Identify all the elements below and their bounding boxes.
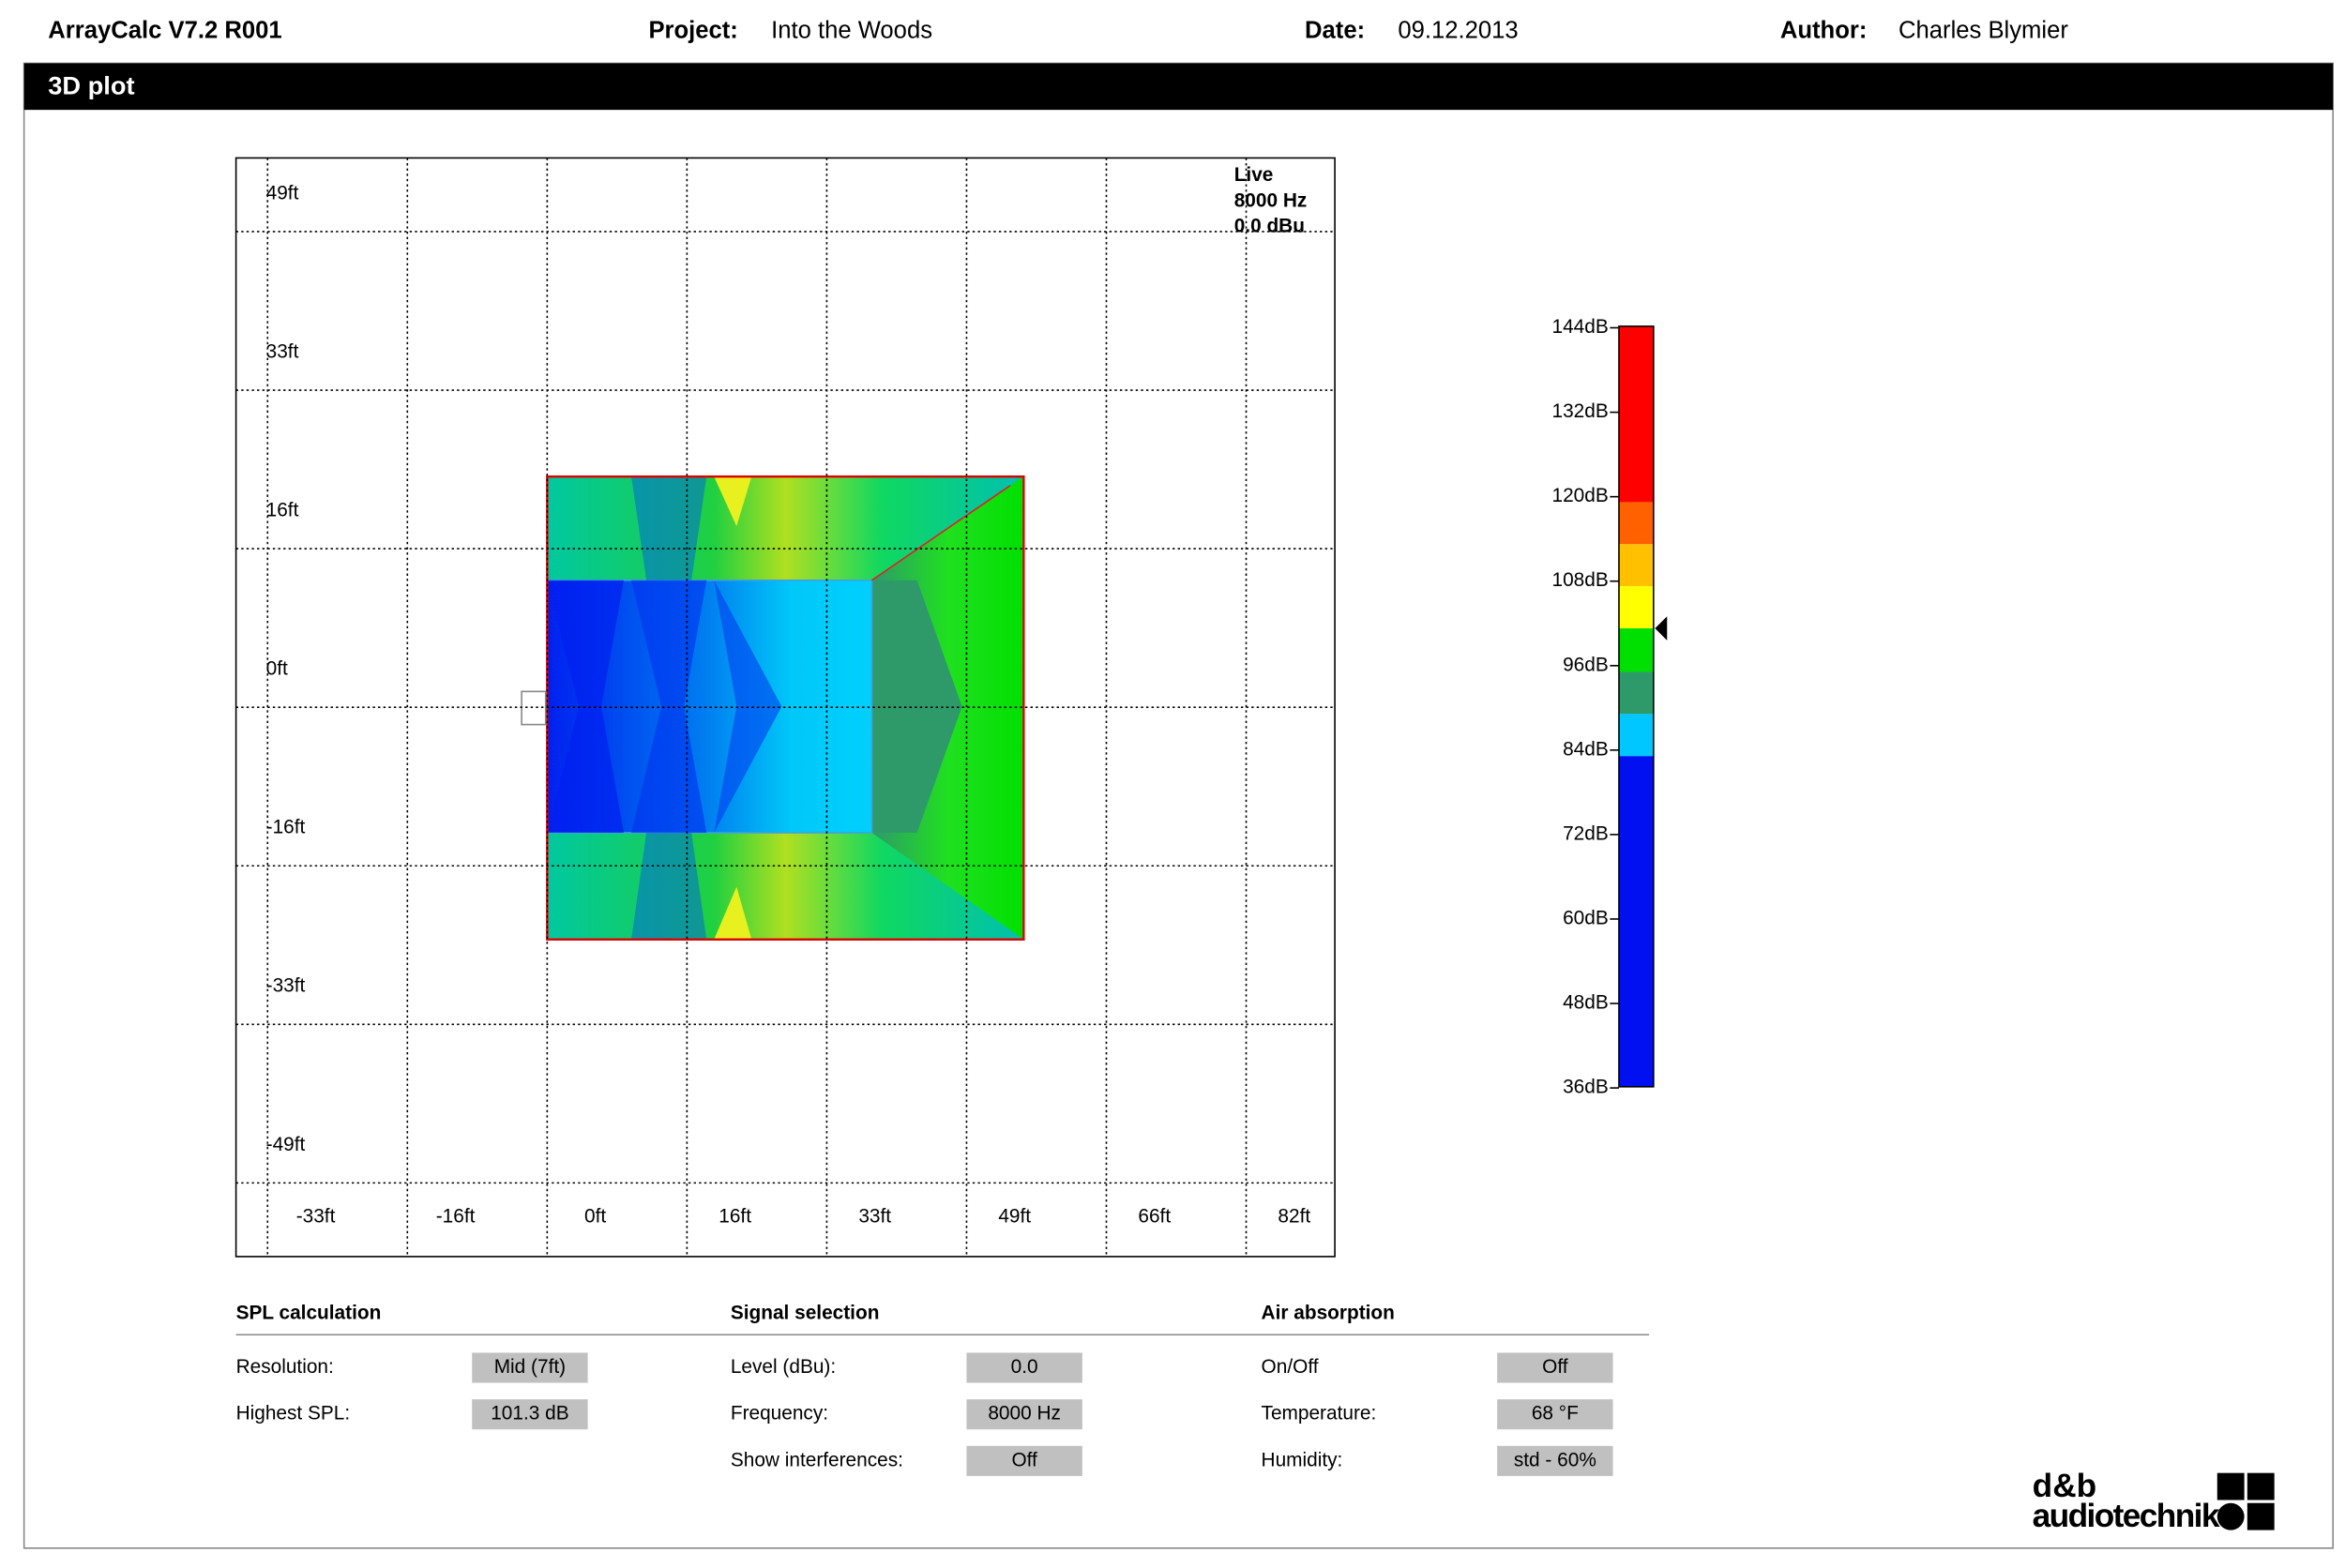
scale-label: 72dB [1563, 822, 1609, 844]
x-tick-label: -16ft [436, 1206, 476, 1228]
setting-label: On/Off [1262, 1356, 1319, 1378]
setting-value: 0.0 [1011, 1356, 1038, 1378]
y-tick-label: 16ft [266, 500, 299, 521]
setting-label: Show interferences: [731, 1449, 903, 1470]
x-tick-label: 33ft [858, 1206, 891, 1228]
plot-info: 8000 Hz [1234, 189, 1308, 211]
x-tick-label: 82ft [1278, 1206, 1310, 1228]
section-bar [23, 63, 2334, 111]
setting-box [966, 1399, 1082, 1430]
scale-label: 144dB [1552, 316, 1609, 338]
logo-text: audiotechnik [2033, 1498, 2220, 1534]
color-scale [1618, 325, 1668, 1088]
setting-box [966, 1352, 1082, 1383]
y-tick-label: 33ft [266, 340, 299, 362]
setting-value: std - 60% [1514, 1449, 1596, 1470]
setting-box [1497, 1445, 1613, 1476]
project-label: Project: [648, 18, 737, 44]
setting-box [472, 1352, 588, 1383]
scale-label: 132dB [1552, 400, 1609, 422]
scale-label: 96dB [1563, 654, 1609, 675]
x-tick-label: 0ft [584, 1206, 606, 1228]
author-label: Author: [1780, 18, 1868, 44]
setting-value: 68 °F [1532, 1403, 1579, 1425]
date: 09.12.2013 [1398, 18, 1518, 44]
y-tick-label: 49ft [266, 182, 299, 204]
setting-label: Humidity: [1262, 1449, 1343, 1470]
plot-info: Live [1234, 164, 1274, 186]
logo-text: d&b [2033, 1468, 2097, 1504]
setting-value: 101.3 dB [491, 1403, 568, 1425]
settings-title: Air absorption [1262, 1302, 1395, 1323]
setting-label: Level (dBu): [731, 1356, 836, 1378]
settings-title: Signal selection [731, 1302, 880, 1323]
y-tick-label: 0ft [266, 658, 288, 680]
setting-label: Frequency: [731, 1403, 828, 1425]
settings-title: SPL calculation [236, 1302, 382, 1323]
y-tick-label: -16ft [266, 817, 306, 838]
scale-label: 36dB [1563, 1077, 1609, 1098]
logo: d&b audiotechnik [2033, 1468, 2275, 1534]
setting-label: Highest SPL: [236, 1403, 351, 1425]
scale-label: 84dB [1563, 738, 1609, 760]
setting-label: Temperature: [1262, 1403, 1377, 1425]
x-tick-label: -33ft [296, 1206, 336, 1228]
setting-value: Off [1542, 1356, 1568, 1378]
scale-label: 60dB [1563, 907, 1609, 928]
author: Charles Blymier [1899, 18, 2068, 44]
setting-value: 8000 Hz [988, 1403, 1061, 1425]
setting-box [966, 1445, 1082, 1476]
setting-box [1497, 1399, 1613, 1430]
x-tick-label: 66ft [1138, 1206, 1171, 1228]
setting-value: Off [1011, 1449, 1037, 1470]
plot-info: 0.0 dBu [1234, 216, 1305, 237]
setting-box [1497, 1352, 1613, 1383]
section-title: 3D plot [48, 70, 134, 99]
date-label: Date: [1305, 18, 1365, 44]
y-tick-label: -33ft [266, 975, 306, 997]
x-tick-label: 16ft [719, 1206, 751, 1228]
setting-box [472, 1399, 588, 1430]
setting-label: Resolution: [236, 1356, 334, 1378]
app-name: ArrayCalc V7.2 R001 [48, 18, 281, 44]
scale-label: 108dB [1552, 569, 1609, 591]
project: Into the Woods [771, 18, 932, 44]
y-tick-label: -49ft [266, 1134, 306, 1155]
x-tick-label: 49ft [998, 1206, 1031, 1228]
setting-value: Mid (7ft) [494, 1356, 566, 1378]
scale-label: 120dB [1552, 485, 1609, 506]
frame [23, 62, 2334, 1549]
scale-label: 48dB [1563, 992, 1609, 1014]
